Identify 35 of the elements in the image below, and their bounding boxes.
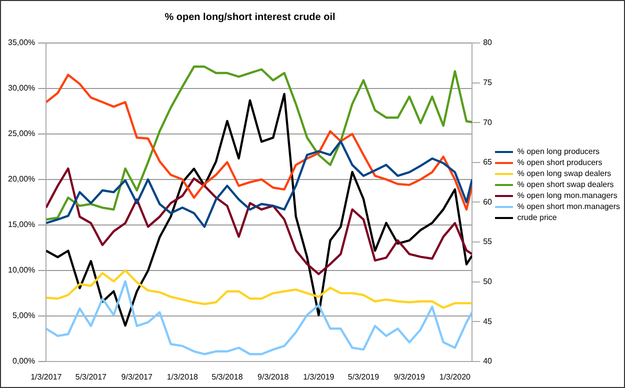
y-tick-label: 5,00% xyxy=(12,311,36,320)
y-tick-label: 25,00% xyxy=(8,129,36,138)
x-tick-label: 1/3/2017 xyxy=(30,372,62,382)
legend-label: % open short producers xyxy=(517,158,602,167)
x-tick-label: 1/3/2018 xyxy=(166,372,199,382)
y2-tick-label: 70 xyxy=(483,118,493,127)
y-tick-label: 35,00% xyxy=(8,38,36,48)
x-tick-label: 9/3/2017 xyxy=(121,372,153,382)
legend-label: % open short swap dealers xyxy=(517,180,614,189)
x-tick-label: 1/3/2020 xyxy=(439,372,472,382)
y2-tick-label: 75 xyxy=(483,78,493,88)
x-tick-label: 9/3/2018 xyxy=(258,372,290,382)
y2-tick-label: 80 xyxy=(483,38,493,48)
x-tick-label: 1/3/2019 xyxy=(303,372,335,382)
x-tick-label: 5/3/2017 xyxy=(75,372,108,382)
legend-label: % open long mon.managers xyxy=(517,191,618,200)
y2-tick-label: 45 xyxy=(483,316,493,326)
y2-tick-label: 60 xyxy=(483,197,493,206)
y-tick-label: 30,00% xyxy=(8,84,36,93)
chart-title: % open long/short interest crude oil xyxy=(164,12,336,23)
y2-tick-label: 55 xyxy=(483,237,493,246)
y-tick-label: 20,00% xyxy=(8,174,36,184)
x-tick-label: 9/3/2019 xyxy=(394,372,426,382)
y-tick-label: 15,00% xyxy=(8,220,36,230)
legend-label: crude price xyxy=(517,213,557,222)
y2-tick-label: 50 xyxy=(483,277,493,286)
y-tick-label: 10,00% xyxy=(8,266,36,275)
legend-label: % open long producers xyxy=(517,147,600,156)
y2-tick-label: 65 xyxy=(483,158,493,167)
legend-label: % open long swap dealers xyxy=(517,169,612,178)
y2-tick-label: 40 xyxy=(483,356,493,366)
legend-label: % open short mon.managers xyxy=(517,202,620,211)
x-tick-label: 5/3/2019 xyxy=(348,372,380,382)
y-tick-label: 0,00% xyxy=(12,356,36,366)
x-tick-label: 5/3/2018 xyxy=(212,372,244,382)
